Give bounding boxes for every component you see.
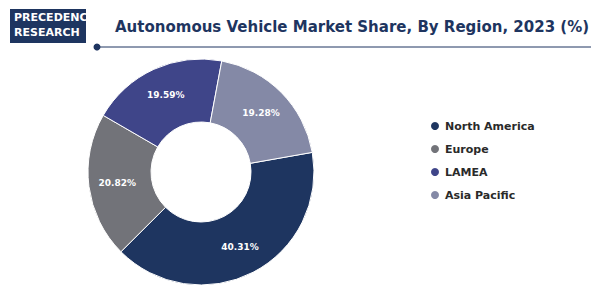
svg-text:RESEARCH: RESEARCH [14,26,80,39]
svg-text:40.31%: 40.31% [221,242,259,252]
svg-text:Asia Pacific: Asia Pacific [445,189,515,202]
svg-text:Europe: Europe [445,143,489,156]
svg-text:20.82%: 20.82% [98,178,135,188]
svg-text:PRECEDENCE: PRECEDENCE [14,11,95,24]
svg-text:North America: North America [445,120,535,133]
svg-text:Autonomous Vehicle Market Shar: Autonomous Vehicle Market Share, By Regi… [115,18,589,36]
svg-text:LAMEA: LAMEA [445,166,488,179]
svg-text:19.28%: 19.28% [242,108,280,118]
svg-text:19.59%: 19.59% [147,90,185,100]
